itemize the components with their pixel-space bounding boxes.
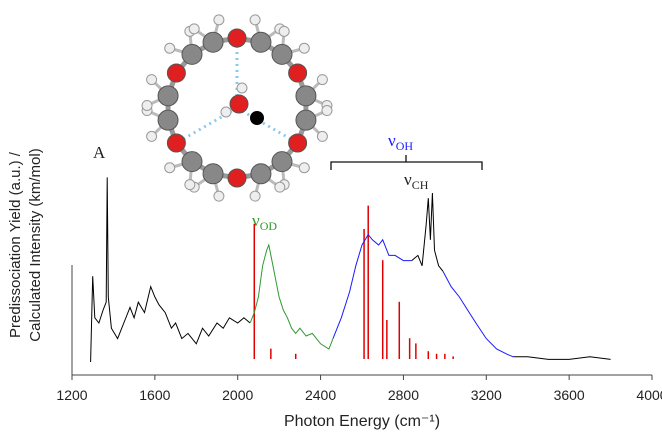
annotation: νOH (388, 131, 413, 153)
bracket (331, 155, 482, 170)
x-tick-label: 1200 (56, 387, 87, 403)
o-atom (167, 134, 185, 152)
h-atom (317, 131, 327, 141)
c-atom (272, 152, 292, 172)
annotation: A (93, 143, 106, 162)
h-atom (250, 111, 264, 125)
h-atom (185, 180, 195, 190)
x-tick-label: 2000 (222, 387, 253, 403)
x-tick-label: 1600 (139, 387, 170, 403)
molecule-illustration (142, 15, 332, 201)
spectrum-line (250, 245, 333, 349)
x-axis-label: Photon Energy (cm⁻¹) (284, 413, 440, 430)
o-atom (228, 169, 246, 187)
h-atom (317, 75, 327, 85)
h-atom (237, 83, 247, 93)
h-atom (214, 15, 224, 25)
h-atom (147, 75, 157, 85)
h-atom (221, 107, 231, 117)
h-atom (214, 191, 224, 201)
c-atom (296, 86, 316, 106)
spectrum-line (513, 357, 610, 360)
c-atom (296, 110, 316, 130)
o-atom (167, 64, 185, 82)
h-atom (299, 43, 309, 53)
y-axis-label: Predissociation Yield (a.u.) / (7, 151, 24, 338)
x-tick-label: 2800 (388, 387, 419, 403)
x-tick-label: 3200 (471, 387, 502, 403)
c-atom (203, 32, 223, 52)
c-atom (158, 86, 178, 106)
annotation-text: A (93, 143, 106, 162)
o-atom (230, 95, 248, 113)
o-atom (289, 134, 307, 152)
annotation-subscript: CH (412, 178, 429, 192)
annotation: νOD (252, 211, 277, 233)
x-tick-label: 3600 (554, 387, 585, 403)
o-atom (228, 29, 246, 47)
h-atom (250, 191, 260, 201)
h-atom (165, 43, 175, 53)
c-atom (182, 152, 202, 172)
h-atom (322, 106, 332, 116)
c-atom (251, 164, 271, 184)
spectrum-line (91, 177, 251, 362)
spectrum-line (412, 193, 443, 271)
o-atom (289, 64, 307, 82)
y-axis-label: Calculated Intensity (km/mol) (27, 148, 44, 341)
h-atom (165, 163, 175, 173)
h-atom (279, 26, 289, 36)
spectrum-line (443, 271, 513, 357)
h-atom (189, 24, 199, 34)
h-bond (237, 108, 291, 139)
chart: Photon Energy (cm⁻¹) Predissociation Yie… (0, 0, 662, 433)
x-tick-label: 4000 (636, 387, 662, 403)
c-atom (251, 32, 271, 52)
h-atom (299, 163, 309, 173)
annotation-subscript: OH (396, 139, 414, 153)
h-atom (250, 15, 260, 25)
c-atom (203, 164, 223, 184)
c-atom (182, 44, 202, 64)
h-atom (275, 182, 285, 192)
annotation: νCH (404, 170, 429, 192)
annotation-subscript: OD (260, 219, 278, 233)
h-atom (147, 131, 157, 141)
c-atom (272, 44, 292, 64)
x-tick-label: 2400 (305, 387, 336, 403)
c-atom (158, 110, 178, 130)
h-atom (142, 100, 152, 110)
